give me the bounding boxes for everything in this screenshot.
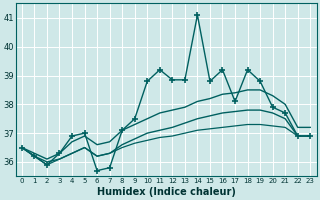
X-axis label: Humidex (Indice chaleur): Humidex (Indice chaleur)	[97, 187, 236, 197]
